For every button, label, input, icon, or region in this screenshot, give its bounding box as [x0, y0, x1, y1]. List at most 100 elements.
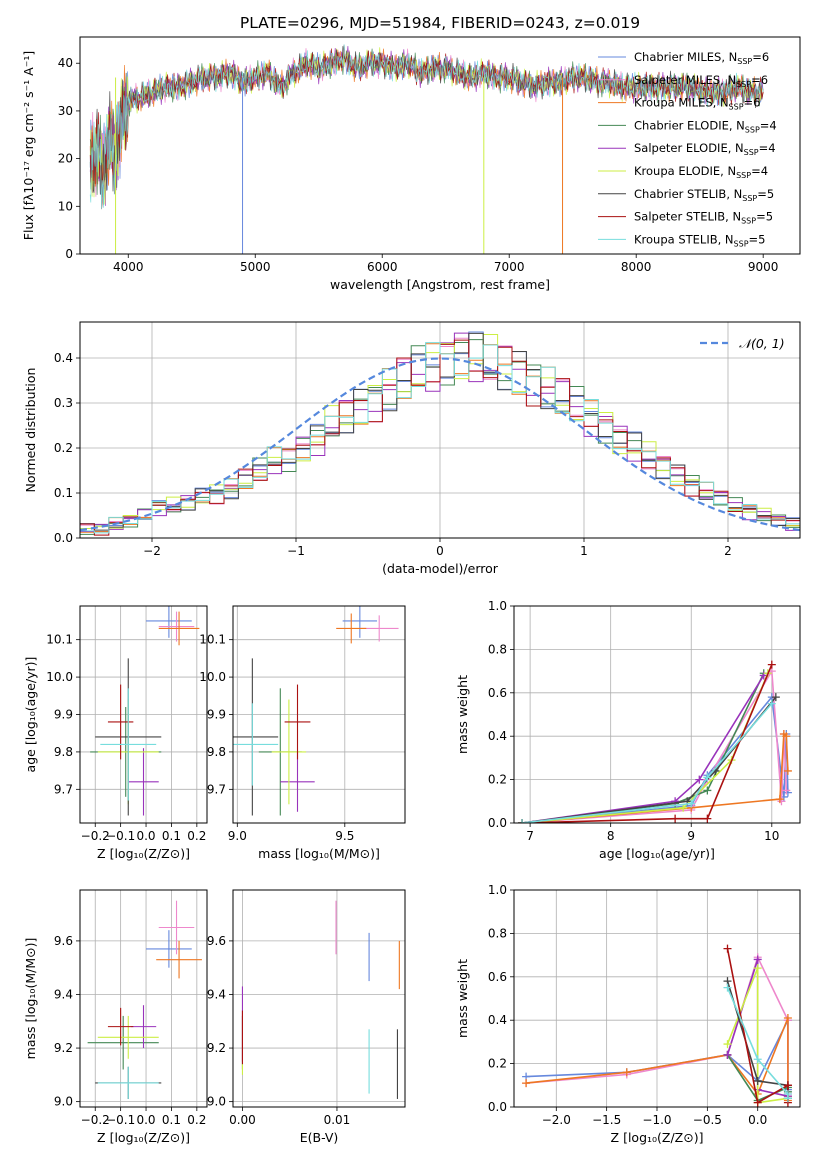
y-tick-label: 9.9 — [207, 708, 226, 722]
point-marker — [703, 773, 712, 782]
x-tick-label: −0.5 — [693, 1113, 722, 1127]
x-tick-label: −0.1 — [106, 1113, 135, 1127]
x-axis-label: Z [log₁₀(Z/Z⊙)] — [97, 1130, 190, 1145]
x-axis-label: mass [log₁₀(M/M⊙)] — [258, 846, 380, 861]
axes-frame — [79, 321, 801, 539]
point-marker — [703, 786, 712, 795]
x-tick-label: 0.0 — [748, 1113, 767, 1127]
x-tick-label: −0.2 — [81, 829, 110, 843]
y-axis-label: mass [log₁₀(M/M⊙)] — [23, 938, 38, 1060]
legend-label-text: Kroupa MILES, N — [634, 96, 729, 110]
x-axis-label: wavelength [Angstrom, rest frame] — [330, 277, 550, 292]
legend-label-text: Salpeter ELODIE, N — [634, 141, 744, 155]
panel-mass-vs-Z: −0.2−0.1 0.0 0.1 0.2 9.0 9.2 9.4 9.6 Z [log₁₀(Z/… — [23, 889, 208, 1145]
x-axis-label: age [log₁₀(age/yr)] — [599, 846, 715, 861]
x-tick-label: 8 — [607, 829, 615, 843]
panel-age-vs-Z: −0.2−0.1 0.0 0.1 0.2 9.7 9.8 9.9 10.0 10.1 Z [log… — [23, 605, 208, 861]
plot-area — [518, 660, 792, 823]
y-tick-label: 30 — [58, 104, 73, 118]
y-tick-label: 9.2 — [207, 1041, 226, 1055]
x-tick-label: 0.2 — [187, 829, 206, 843]
y-tick-label: 9.9 — [54, 708, 73, 722]
x-tick-label: −1 — [287, 544, 305, 558]
point-marker — [522, 1079, 531, 1088]
legend-label: 𝒩(0, 1) — [739, 336, 785, 351]
legend-label-sub: SSP — [737, 57, 752, 66]
mass-weight-line — [522, 668, 788, 823]
x-axis-label: Z [log₁₀(Z/Z⊙)] — [611, 1130, 704, 1145]
plot-area — [89, 44, 764, 254]
x-tick-label: 0.0 — [136, 1113, 155, 1127]
legend-label-text: Kroupa ELODIE, N — [634, 164, 736, 178]
x-tick-label: 0.1 — [162, 829, 181, 843]
point-marker — [782, 786, 791, 795]
y-tick-label: 10 — [58, 199, 73, 213]
x-tick-label: 9 — [687, 829, 695, 843]
mass-weight-line — [522, 672, 769, 823]
legend-label-text: Salpeter MILES, N — [634, 73, 736, 87]
panel-mass-weight-vs-Z: −2.0 −1.5 −1.0 −0.5 0.0 0.0 0.2 0.4 0.6 0.8 1.0 Z [… — [455, 883, 801, 1145]
x-tick-label: 8000 — [621, 260, 652, 274]
x-tick-label: 7 — [526, 829, 534, 843]
point-marker — [753, 964, 762, 973]
point-marker — [767, 660, 776, 669]
panel-spectrum: 4000 5000 6000 7000 8000 9000 0 10 20 30 40 wavelen… — [21, 36, 801, 292]
axes-frame — [513, 605, 801, 824]
x-tick-label: 2 — [724, 544, 732, 558]
legend-label-sub: SSP — [729, 103, 744, 112]
x-tick-label: 0.00 — [229, 1113, 256, 1127]
point-marker — [723, 983, 732, 992]
plot-area — [80, 331, 800, 538]
x-tick-label: −1.5 — [592, 1113, 621, 1127]
plot-area — [87, 900, 202, 1099]
x-tick-label: 7000 — [494, 260, 525, 274]
y-tick-label: 10.0 — [199, 670, 226, 684]
point-marker — [783, 1014, 792, 1023]
y-axis-label: mass weight — [455, 675, 470, 754]
x-tick-label: −0.1 — [106, 829, 135, 843]
y-tick-label: 9.2 — [54, 1041, 73, 1055]
point-marker — [703, 814, 712, 823]
x-tick-label: 9.0 — [228, 829, 247, 843]
legend-label-tail: =4 — [751, 164, 768, 178]
legend-label-tail: =6 — [744, 96, 761, 110]
x-tick-label: 6000 — [367, 260, 398, 274]
point-marker — [783, 1081, 792, 1090]
point-marker — [753, 1055, 762, 1064]
x-tick-label: −2.0 — [542, 1113, 571, 1127]
y-tick-label: 10.1 — [199, 633, 226, 647]
legend-label: Kroupa ELODIE, NSSP=4 — [634, 164, 768, 180]
plot-area — [522, 944, 792, 1107]
legend-label-tail: =5 — [757, 187, 774, 201]
point-marker — [782, 732, 791, 741]
point-marker — [753, 1076, 762, 1085]
x-tick-label: 1 — [580, 544, 588, 558]
legend-label: Chabrier ELODIE, NSSP=4 — [634, 118, 777, 134]
mass-weight-line — [521, 672, 765, 823]
panel-mass-weight-vs-age: 7 8 9 10 0.0 0.2 0.4 0.6 0.8 1.0 age [log₁₀(age/yr… — [455, 599, 801, 861]
y-tick-label: 9.8 — [207, 745, 226, 759]
panel-residual-histogram: −2 −1 0 1 2 0.0 0.1 0.2 0.3 0.4 (data-model)/error… — [23, 321, 801, 576]
y-tick-label: 0.2 — [54, 441, 73, 455]
x-tick-label: 0.1 — [162, 1113, 181, 1127]
axes-frame — [232, 889, 406, 1108]
figure-title: PLATE=0296, MJD=51984, FIBERID=0243, z=0… — [240, 14, 640, 32]
legend-label: Kroupa STELIB, NSSP=5 — [634, 232, 765, 248]
y-tick-label: 1.0 — [488, 599, 507, 613]
point-marker — [518, 819, 527, 823]
y-tick-label: 9.8 — [54, 745, 73, 759]
y-tick-label: 20 — [58, 152, 73, 166]
y-axis-label: mass weight — [455, 959, 470, 1038]
y-axis-label: age [log₁₀(age/yr)] — [23, 657, 38, 773]
x-tick-label: 10 — [764, 829, 779, 843]
point-marker — [723, 1050, 732, 1059]
spectrum-line — [89, 44, 764, 210]
mass-weight-line — [522, 703, 773, 823]
x-tick-label: 4000 — [113, 260, 144, 274]
x-tick-label: 0 — [436, 544, 444, 558]
point-marker — [753, 1098, 762, 1107]
mass-weight-line — [726, 967, 789, 1104]
legend-label-sub: SSP — [741, 217, 756, 226]
legend-label-tail: =6 — [752, 50, 769, 64]
